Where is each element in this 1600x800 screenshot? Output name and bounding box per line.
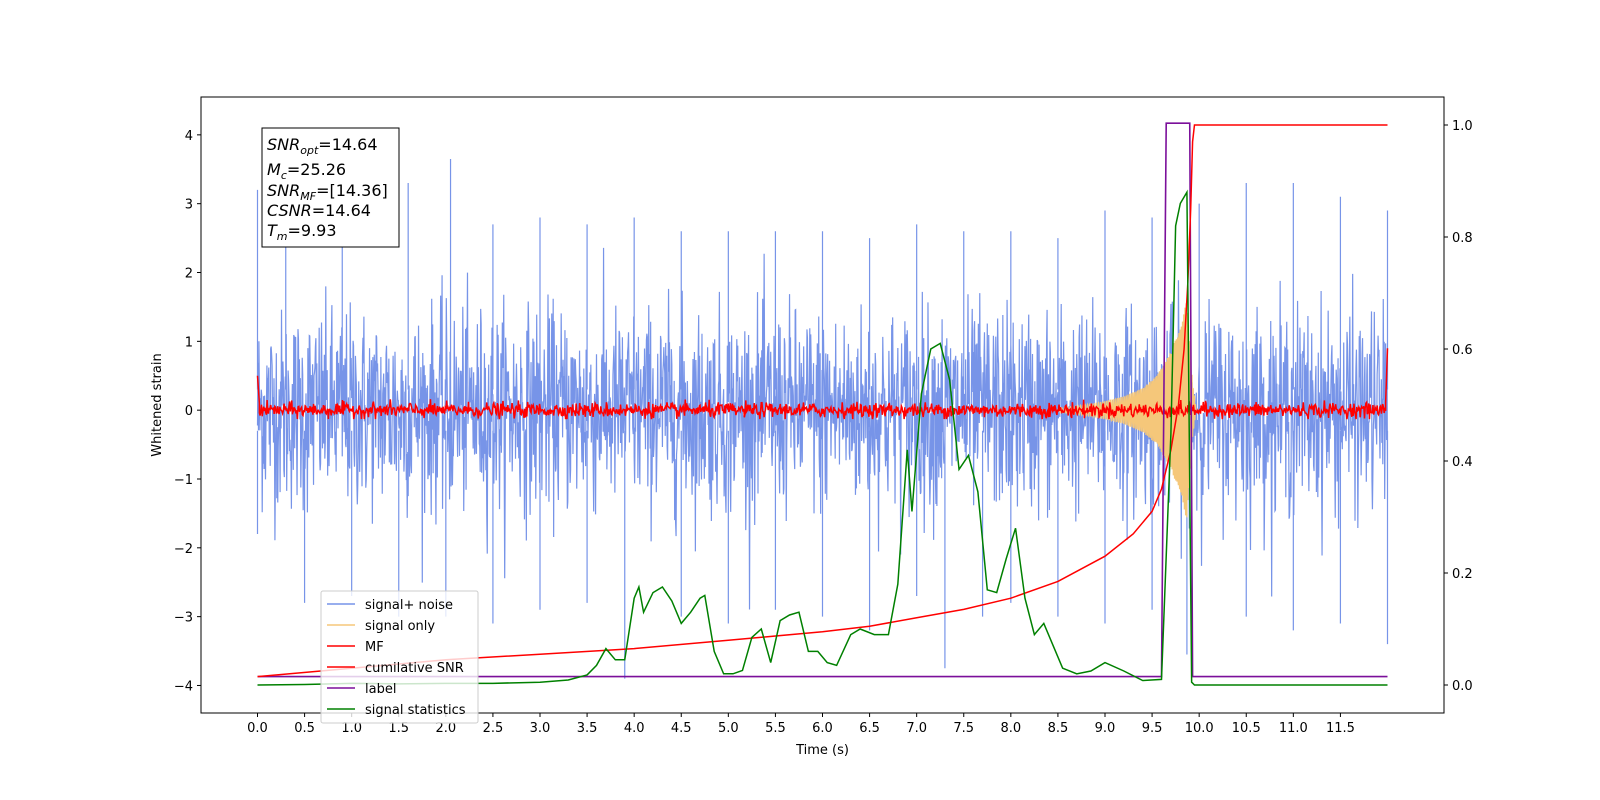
legend-entry: signal+ noise bbox=[365, 598, 453, 613]
x-tick-label: 4.5 bbox=[671, 721, 692, 736]
x-tick-label: 4.0 bbox=[624, 721, 645, 736]
series-mf bbox=[256, 348, 1389, 420]
x-tick-label: 7.5 bbox=[953, 721, 974, 736]
x-tick-label: 7.0 bbox=[906, 721, 927, 736]
legend-entry: label bbox=[365, 682, 396, 697]
x-tick-label: 2.5 bbox=[483, 721, 504, 736]
y-tick-label: 0 bbox=[185, 404, 193, 419]
y2-tick-label: 0.6 bbox=[1452, 343, 1473, 358]
x-axis-label: Time (s) bbox=[795, 743, 849, 758]
x-tick-label: 9.0 bbox=[1095, 721, 1116, 736]
x-tick-label: 5.5 bbox=[765, 721, 786, 736]
series-signal-statistics bbox=[257, 189, 1388, 686]
x-tick-label: 3.0 bbox=[530, 721, 551, 736]
annotation-csnr: CSNR=14.64 bbox=[267, 201, 371, 220]
x-tick-label: 5.0 bbox=[718, 721, 739, 736]
annotation-box: SNRopt=14.64 Mc=25.26 SNRMF=[14.36] CSNR… bbox=[261, 127, 400, 248]
y2-tick-label: 0.0 bbox=[1452, 679, 1473, 694]
annotation-mc: Mc=25.26 bbox=[267, 160, 346, 182]
y2-tick-label: 1.0 bbox=[1452, 119, 1473, 134]
x-tick-label: 8.0 bbox=[1000, 721, 1021, 736]
x-tick-label: 0.0 bbox=[247, 721, 268, 736]
annotation-snr-opt: SNRopt=14.64 bbox=[267, 135, 378, 157]
y-tick-label: −1 bbox=[174, 473, 193, 488]
x-tick-label: 2.0 bbox=[435, 721, 456, 736]
x-tick-label: 1.5 bbox=[388, 721, 409, 736]
y-tick-label: 2 bbox=[185, 267, 193, 282]
annotation-snr-mf: SNRMF=[14.36] bbox=[267, 181, 388, 203]
x-tick-label: 0.5 bbox=[294, 721, 315, 736]
x-tick-label: 6.5 bbox=[859, 721, 880, 736]
series-signal-noise bbox=[256, 158, 1389, 679]
y-tick-label: 4 bbox=[185, 129, 193, 144]
y-tick-label: −4 bbox=[174, 679, 193, 694]
y2-tick-label: 0.2 bbox=[1452, 567, 1473, 582]
annotation-frame bbox=[261, 127, 400, 248]
legend-frame bbox=[320, 590, 479, 724]
y-tick-label: −3 bbox=[174, 611, 193, 626]
axes: 0.0 0.5 1.0 1.5 2.0 2.5 3.0 3.5 4.0 4.5 5.0 5.5 6.0 6… bbox=[174, 96, 1473, 736]
x-tick-label: 11.5 bbox=[1326, 721, 1355, 736]
series-label bbox=[257, 122, 1388, 678]
legend-entry: MF bbox=[365, 640, 384, 655]
y-tick-label: 1 bbox=[185, 335, 193, 350]
x-tick-label: 10.5 bbox=[1232, 721, 1261, 736]
y-axis-label: Whitened strain bbox=[150, 353, 165, 456]
series-signal-only bbox=[1057, 303, 1197, 518]
plot-area bbox=[256, 122, 1389, 686]
x-tick-label: 11.0 bbox=[1279, 721, 1308, 736]
y-tick-label: −2 bbox=[174, 542, 193, 557]
legend-entry: signal only bbox=[365, 619, 435, 634]
y2-tick-label: 0.8 bbox=[1452, 231, 1473, 246]
x-tick-label: 6.0 bbox=[812, 721, 833, 736]
legend-entry: signal statistics bbox=[365, 703, 466, 718]
x-tick-label: 10.0 bbox=[1185, 721, 1214, 736]
legend: signal+ noise signal only MF cumilative SNR… bbox=[320, 590, 479, 724]
x-tick-label: 1.0 bbox=[341, 721, 362, 736]
y-tick-label: 3 bbox=[185, 198, 193, 213]
x-tick-label: 3.5 bbox=[577, 721, 598, 736]
annotation-tm: Tm=9.93 bbox=[267, 221, 337, 243]
x-tick-label: 8.5 bbox=[1048, 721, 1069, 736]
x-tick-label: 9.5 bbox=[1142, 721, 1163, 736]
y2-tick-label: 0.4 bbox=[1452, 455, 1473, 470]
legend-entry: cumilative SNR bbox=[365, 661, 464, 676]
